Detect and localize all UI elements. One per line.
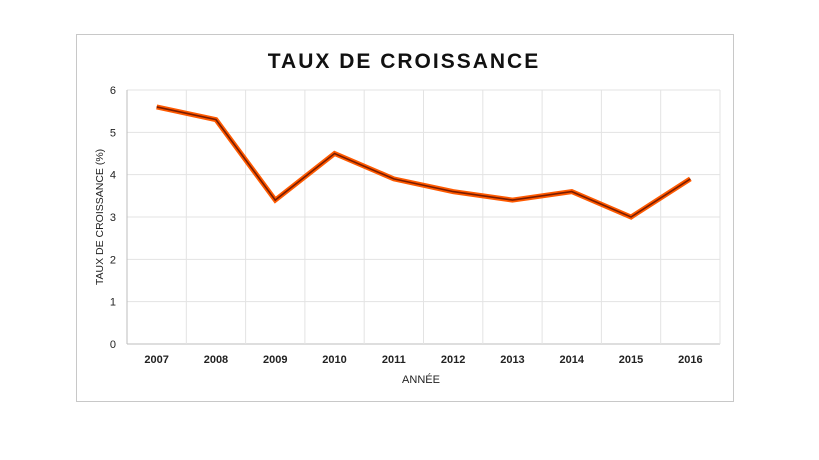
x-tick-label: 2014 — [560, 354, 585, 366]
series-line-inner — [156, 106, 691, 218]
chart-title: TAUX DE CROISSANCE — [268, 50, 540, 73]
y-tick-label: 4 — [110, 170, 116, 182]
x-tick-label: 2013 — [500, 354, 524, 366]
y-tick-label: 6 — [110, 85, 116, 97]
x-tick-label: 2009 — [263, 354, 287, 366]
x-tick-label: 2008 — [204, 354, 228, 366]
x-axis-label: ANNÉE — [402, 373, 440, 386]
x-tick-label: 2016 — [678, 354, 702, 366]
y-tick-label: 3 — [110, 212, 116, 224]
x-tick-label: 2010 — [322, 354, 346, 366]
x-tick-label: 2012 — [441, 354, 465, 366]
y-axis-label: TAUX DE CROISSANCE (%) — [94, 149, 106, 285]
y-tick-label: 5 — [110, 127, 116, 139]
x-tick-label: 2011 — [382, 354, 406, 366]
chart-frame — [76, 34, 734, 402]
y-tick-label: 0 — [110, 339, 116, 351]
y-tick-label: 2 — [110, 254, 116, 266]
x-tick-label: 2015 — [619, 354, 643, 366]
y-tick-label: 1 — [110, 297, 116, 309]
x-tick-label: 2007 — [144, 354, 168, 366]
